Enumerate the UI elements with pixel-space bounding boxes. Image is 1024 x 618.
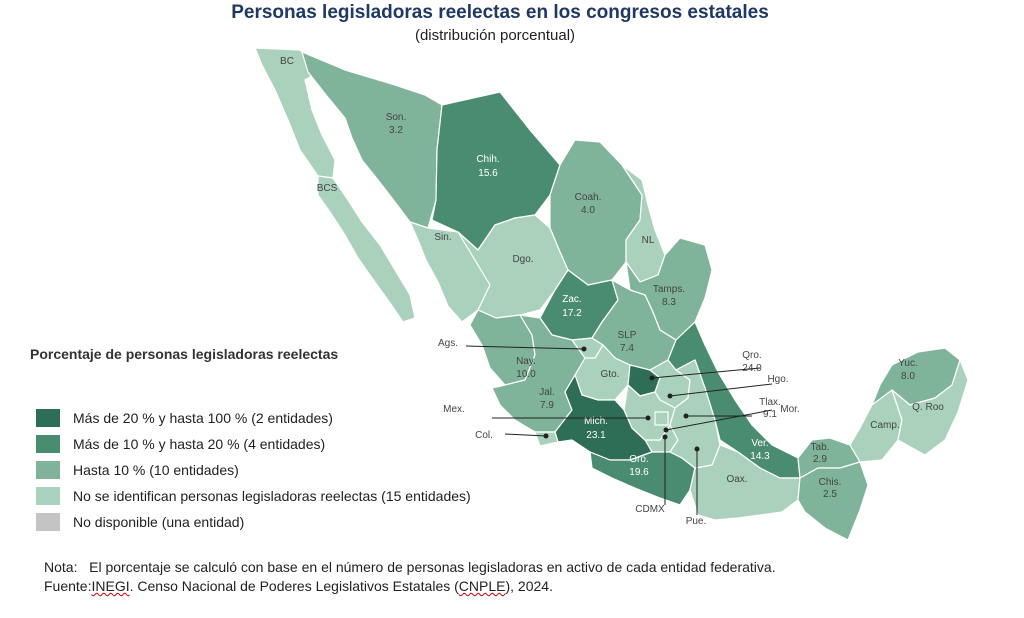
note-text: El porcentaje se calculó con base en el … (89, 559, 776, 575)
state-value-son: 3.2 (389, 125, 403, 136)
note-label: Nota: (44, 559, 78, 575)
source-org: INEGI (91, 578, 130, 594)
state-label-slp: SLP (618, 330, 637, 341)
state-value-chis: 2.5 (823, 489, 837, 500)
state-label-jal: Jal. (539, 387, 555, 398)
state-label-sin: Sin. (434, 232, 451, 243)
legend-title: Porcentaje de personas legisladoras reel… (30, 346, 339, 362)
state-label-mor: Mor. (780, 404, 799, 415)
legend-swatch (36, 513, 60, 531)
legend-swatch (36, 487, 60, 505)
legend-item: Hasta 10 % (10 entidades) (36, 457, 471, 483)
state-label-chis: Chis. (819, 477, 842, 488)
state-label-q-roo: Q. Roo (912, 402, 944, 413)
state-value-gro: 19.6 (629, 467, 649, 478)
legend-item: Más de 20 % y hasta 100 % (2 entidades) (36, 405, 471, 431)
legend-swatch (36, 461, 60, 479)
footnote: Nota: El porcentaje se calculó con base … (44, 558, 776, 596)
labels-layer: BC BCS Son. 3.2 Chih. 15.6 Coah. 4.0 NL Sin. Dgo. Z… (280, 56, 944, 527)
source-text: . Censo Nacional de Poderes Legislativos… (129, 578, 459, 594)
state-label-bc: BC (280, 56, 294, 67)
note-line: Nota: El porcentaje se calculó con base … (44, 558, 776, 577)
legend-item: No se identifican personas legisladoras … (36, 483, 471, 509)
state-label-tamps: Tamps. (653, 284, 685, 295)
legend-label: No disponible (una entidad) (73, 514, 245, 530)
leader-lines (465, 345, 773, 515)
state-label-mich: Mich. (584, 416, 608, 427)
state-label-yuc: Yuc. (898, 358, 917, 369)
state-value-tab: 2.9 (813, 454, 827, 465)
state-label-gro: Gro. (629, 454, 648, 465)
state-bcs (317, 175, 416, 323)
source-line: Fuente:INEGI. Censo Nacional de Poderes … (44, 577, 776, 596)
state-q-roo (891, 359, 969, 456)
legend-swatch (36, 435, 60, 453)
state-label-col: Col. (475, 430, 493, 441)
legend-item: Más de 10 % y hasta 20 % (4 entidades) (36, 431, 471, 457)
legend-label: Más de 10 % y hasta 20 % (4 entidades) (73, 436, 326, 452)
state-label-qro: Qro. (742, 350, 761, 361)
state-value-jal: 7.9 (540, 400, 554, 411)
state-value-coah: 4.0 (581, 205, 595, 216)
state-label-nay: Nay. (516, 356, 536, 367)
state-value-tamps: 8.3 (662, 297, 676, 308)
state-label-oax: Oax. (726, 474, 747, 485)
state-ags (571, 337, 604, 359)
legend-label: Más de 20 % y hasta 100 % (2 entidades) (73, 410, 333, 426)
state-value-ver: 14.3 (750, 451, 770, 462)
state-label-son: Son. (386, 112, 407, 123)
state-label-hgo: Hgo. (767, 374, 788, 385)
state-label-coah: Coah. (575, 192, 602, 203)
state-label-cdmx: CDMX (635, 504, 665, 515)
legend-label: No se identifican personas legisladoras … (73, 488, 471, 504)
legend-label: Hasta 10 % (10 entidades) (73, 462, 239, 478)
state-label-tab: Tab. (811, 442, 830, 453)
state-label-camp: Camp. (870, 420, 899, 431)
states-layer (254, 47, 969, 541)
state-chis (797, 461, 869, 541)
state-label-dgo: Dgo. (512, 254, 533, 265)
state-value-chih: 15.6 (478, 168, 498, 179)
state-label-pue: Pue. (686, 516, 707, 527)
legend-item: No disponible (una entidad) (36, 509, 471, 535)
state-label-chih: Chih. (476, 154, 499, 165)
state-label-gto: Gto. (601, 369, 620, 380)
map-subtitle: (distribución porcentual) (414, 27, 576, 44)
legend-swatch (36, 409, 60, 427)
state-value-yuc: 8.0 (901, 371, 915, 382)
legend: Más de 20 % y hasta 100 % (2 entidades) … (36, 405, 471, 535)
state-label-tlax: Tlax. (759, 397, 781, 408)
state-cdmx (654, 411, 669, 426)
state-value-nay: 10.0 (516, 369, 536, 380)
map-title: Personas legisladoras reelectas en los c… (231, 2, 769, 23)
source-label: Fuente: (44, 578, 92, 594)
state-label-ver: Ver. (751, 438, 768, 449)
state-pue (669, 359, 721, 469)
state-label-bcs: BCS (317, 183, 338, 194)
state-label-zac: Zac. (562, 294, 581, 305)
state-label-nl: NL (642, 235, 655, 246)
source-abbr: CNPLE (458, 578, 506, 594)
state-label-ags: Ags. (438, 338, 458, 349)
state-value-mich: 23.1 (586, 430, 606, 441)
state-value-tlax: 9.1 (763, 409, 777, 420)
state-value-zac: 17.2 (562, 308, 582, 319)
state-label-mex: Mex. (443, 404, 465, 415)
state-value-slp: 7.4 (620, 343, 634, 354)
source-text-end: ), 2024. (505, 578, 553, 594)
